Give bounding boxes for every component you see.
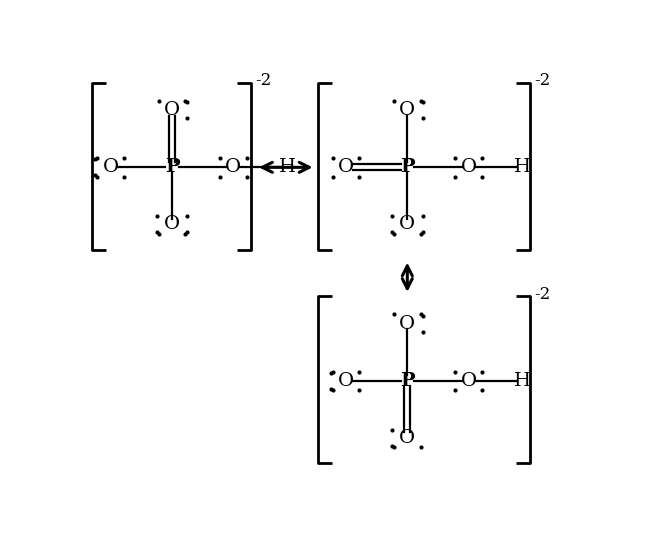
Text: H: H: [514, 158, 531, 176]
Text: -2: -2: [255, 72, 272, 89]
Text: O: O: [338, 158, 354, 176]
Text: -2: -2: [534, 72, 550, 89]
Text: -2: -2: [534, 285, 550, 302]
Text: O: O: [102, 158, 119, 176]
Text: O: O: [399, 429, 415, 447]
Text: H: H: [279, 158, 296, 176]
Text: O: O: [461, 158, 477, 176]
Text: O: O: [338, 372, 354, 390]
Text: P: P: [400, 372, 414, 390]
Text: P: P: [400, 158, 414, 176]
Text: O: O: [164, 215, 180, 233]
Text: O: O: [399, 215, 415, 233]
Text: H: H: [514, 372, 531, 390]
Text: O: O: [461, 372, 477, 390]
Text: O: O: [164, 101, 180, 119]
Text: O: O: [225, 158, 242, 176]
Text: O: O: [399, 315, 415, 333]
Text: P: P: [165, 158, 180, 176]
Text: O: O: [399, 101, 415, 119]
